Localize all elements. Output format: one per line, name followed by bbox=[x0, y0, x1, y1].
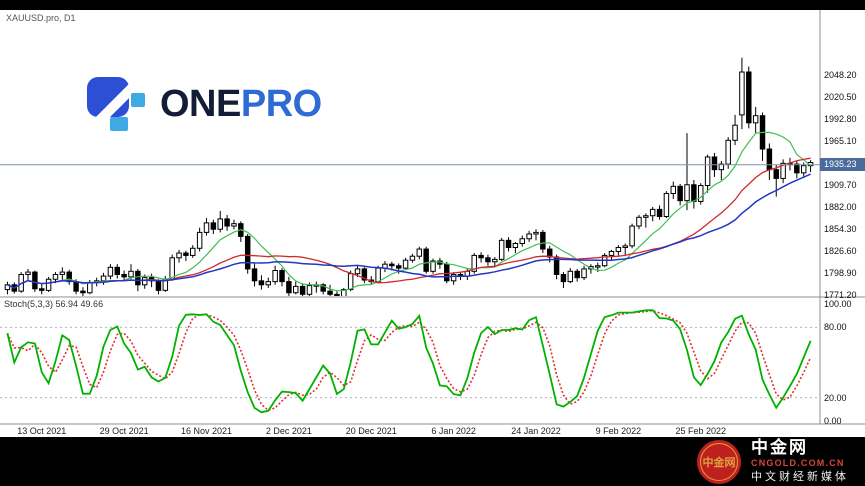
price-tick-label: 2020.50 bbox=[824, 92, 857, 103]
price-tick-label: 1854.30 bbox=[824, 223, 857, 234]
price-tick-label: 1992.80 bbox=[824, 114, 857, 124]
price-tick-label: 1882.00 bbox=[824, 201, 857, 212]
date-axis-label: 6 Jan 2022 bbox=[431, 426, 476, 436]
price-tick-label: 1798.90 bbox=[824, 267, 857, 278]
symbol-timeframe-label: XAUUSD.pro, D1 bbox=[6, 13, 76, 23]
date-axis-label: 13 Oct 2021 bbox=[17, 426, 67, 436]
date-axis-label: 2 Dec 2021 bbox=[265, 426, 312, 436]
date-axis: 13 Oct 2021 29 Oct 2021 16 Nov 2021 2 Dec 2… bbox=[0, 426, 820, 438]
top-letterbox-bar bbox=[0, 0, 865, 10]
price-tick-label: 2048.20 bbox=[824, 70, 857, 81]
date-axis-label: 24 Jan 2022 bbox=[511, 426, 561, 436]
onepro-text-pro: PRO bbox=[240, 83, 322, 125]
onepro-text-one: ONE bbox=[160, 83, 241, 125]
cngold-logo-icon: 中金网 bbox=[697, 439, 741, 484]
date-axis-label: 9 Feb 2022 bbox=[595, 426, 642, 436]
stoch-tick-label: 80.00 bbox=[824, 322, 847, 333]
date-axis-label: 25 Feb 2022 bbox=[675, 426, 727, 436]
price-tick-label: 1826.60 bbox=[824, 245, 857, 256]
onepro-logo: ONEPRO bbox=[86, 76, 322, 132]
cngold-watermark: 中金网 中金网 CNGOLD.COM.CN 中文财经新媒体 bbox=[697, 439, 849, 484]
bottom-watermark-bar: 中金网 中金网 CNGOLD.COM.CN 中文财经新媒体 bbox=[0, 437, 865, 486]
price-tick-label: 1771.20 bbox=[824, 289, 857, 300]
price-tick-label: 1909.70 bbox=[824, 179, 857, 190]
cngold-text-block: 中金网 CNGOLD.COM.CN 中文财经新媒体 bbox=[751, 439, 849, 484]
price-tick-label: 1965.10 bbox=[824, 136, 857, 146]
stoch-axis: 100.00 80.00 20.00 0.00 bbox=[820, 0, 865, 437]
bid-price-tag: 1935.23 bbox=[820, 158, 865, 172]
date-axis-label: 29 Oct 2021 bbox=[99, 426, 149, 436]
date-axis-label: 20 Dec 2021 bbox=[345, 426, 397, 436]
onepro-logo-mark-icon bbox=[87, 77, 145, 131]
stoch-tick-label: 0.00 bbox=[824, 416, 842, 426]
watermark-tagline: 中文财经新媒体 bbox=[751, 471, 849, 483]
stoch-tick-label: 20.00 bbox=[824, 392, 847, 403]
cngold-logo-text: 中金网 bbox=[702, 456, 736, 469]
stoch-tick-label: 100.00 bbox=[824, 299, 852, 309]
watermark-name: 中金网 bbox=[751, 438, 808, 457]
date-axis-label: 16 Nov 2021 bbox=[180, 426, 233, 436]
onepro-logo-text: ONEPRO bbox=[160, 76, 322, 132]
stoch-indicator-label: Stoch(5,3,3) 56.94 49.66 bbox=[4, 299, 104, 309]
watermark-domain: CNGOLD.COM.CN bbox=[751, 458, 845, 468]
